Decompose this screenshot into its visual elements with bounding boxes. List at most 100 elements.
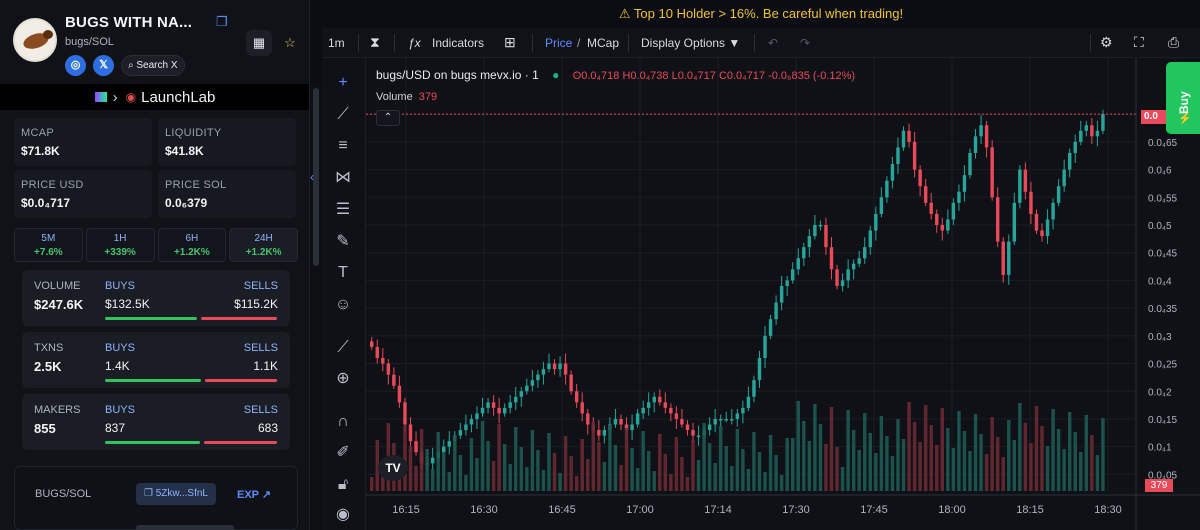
layout-grid-icon[interactable]: ⊞: [504, 34, 516, 50]
buy-button[interactable]: Buy ⚡: [1166, 62, 1200, 134]
redo-icon[interactable]: ↷: [800, 36, 811, 50]
collapse-legend-button[interactable]: ⌃: [376, 110, 400, 126]
candle-body: [752, 380, 756, 397]
lock-drawing-icon[interactable]: ✐: [336, 444, 350, 461]
volume-bar: [896, 419, 900, 491]
candle-body: [630, 424, 634, 431]
candle-body: [1101, 114, 1105, 131]
candle-body: [635, 413, 640, 425]
tradingview-logo[interactable]: TV: [378, 455, 408, 481]
volume-bar: [580, 439, 584, 491]
explorer-link[interactable]: EXP ↗: [237, 488, 271, 501]
panel-scrollbar[interactable]: [311, 84, 321, 530]
lock-icon[interactable]: 🔓︎: [337, 476, 349, 493]
interval-button[interactable]: 1m: [328, 36, 345, 50]
bug-head-graphic: [43, 30, 53, 39]
x-tick-label: 17:00: [626, 504, 654, 516]
trend-line-icon[interactable]: ⟋: [337, 106, 349, 123]
candle-body: [890, 164, 895, 181]
candle-body: [968, 152, 972, 176]
fullscreen-icon[interactable]: ⛶: [1134, 34, 1144, 50]
indicators-button[interactable]: Indicators: [432, 36, 485, 50]
candle-body: [658, 396, 662, 403]
volume-bar: [608, 425, 612, 491]
collapse-panel-icon[interactable]: ‹: [310, 170, 314, 184]
volume-bar: [818, 424, 823, 491]
sells-value: 683: [257, 421, 278, 435]
volume-bar: [863, 413, 867, 491]
pattern-icon[interactable]: ⋈: [335, 169, 351, 186]
copy-address-button[interactable]: ❐ 5Zkw...SfnL: [136, 483, 216, 505]
panel-scroll-thumb[interactable]: [313, 88, 319, 266]
price-toggle[interactable]: Price: [545, 36, 573, 50]
volume-bar: [768, 435, 773, 491]
magnet-icon[interactable]: ∩: [337, 413, 349, 430]
volume-bar: [586, 459, 590, 491]
fib-retracement-icon[interactable]: ≡: [338, 137, 348, 154]
price-chart[interactable]: 0.0₄70.0₄650.0₄60.0₄550.0₄50.0₄450.0₄40.…: [366, 58, 1200, 530]
calendar-icon[interactable]: ▦: [246, 30, 272, 56]
prediction-icon[interactable]: ☰: [335, 201, 351, 218]
copy-icon[interactable]: ❐: [216, 14, 228, 29]
brush-icon[interactable]: ✎: [336, 233, 350, 250]
crosshair-icon[interactable]: +: [338, 74, 348, 91]
volume-bar: [1029, 443, 1033, 491]
liquidity-value: $41.8K: [165, 144, 204, 158]
volume-bar: [613, 445, 618, 491]
volume-bar: [907, 402, 911, 491]
candle-body: [779, 285, 784, 303]
volume-bar: [1051, 409, 1055, 491]
text-tool-icon[interactable]: T: [338, 264, 348, 281]
tab-1h[interactable]: 1H +339%: [85, 228, 155, 262]
volume-bar: [979, 434, 983, 491]
candle-type-icon[interactable]: ⧗: [370, 34, 380, 50]
star-icon[interactable]: ☆: [284, 35, 296, 50]
tab-5m[interactable]: 5M +7.6%: [14, 228, 83, 262]
launchpad-breadcrumb[interactable]: › ◉ LaunchLab: [0, 84, 309, 110]
volume-bar: [1012, 440, 1017, 491]
candle-body: [851, 263, 856, 270]
volume-row: VOLUME $247.6K BUYS $132.5K SELLS $115.2…: [22, 270, 290, 326]
candle-body: [430, 457, 435, 464]
sells-label: SELLS: [243, 280, 278, 292]
divider: [532, 34, 533, 52]
candle-body: [1062, 169, 1066, 187]
eye-icon[interactable]: ◉: [336, 506, 350, 523]
globe-icon[interactable]: ◎: [65, 55, 86, 76]
x-twitter-icon[interactable]: 𝕏: [93, 55, 114, 76]
volume-bar: [752, 432, 756, 491]
undo-icon[interactable]: ↶: [768, 36, 779, 50]
candle-body: [624, 424, 629, 431]
tab-6h[interactable]: 6H +1.2K%: [157, 228, 227, 262]
indicators-icon[interactable]: ƒx: [408, 36, 421, 50]
tab-24h[interactable]: 24H +1.2K%: [229, 228, 298, 262]
ruler-icon[interactable]: ⟋: [337, 339, 349, 356]
volume-bar: [1090, 435, 1094, 491]
volume-bar: [696, 460, 701, 491]
mcap-toggle[interactable]: MCap: [587, 36, 620, 50]
y-tick-label: 0.0₄05: [1148, 470, 1178, 481]
display-options-button[interactable]: Display Options ▼: [641, 36, 740, 50]
emoji-icon[interactable]: ☺: [334, 296, 352, 313]
volume-bar: [652, 471, 656, 491]
candle-body: [757, 358, 762, 381]
screenshot-camera-icon[interactable]: ⎙: [1168, 34, 1180, 50]
warning-text: Top 10 Holder > 16%. Be careful when tra…: [633, 6, 904, 21]
settings-gear-icon[interactable]: ⚙: [1100, 34, 1113, 50]
candle-body: [857, 258, 861, 264]
candle-body: [918, 169, 922, 187]
sells-label: SELLS: [243, 342, 278, 354]
volume-bar: [946, 428, 950, 491]
volume-bar: [940, 408, 945, 491]
divider: [754, 34, 755, 52]
candle-body: [669, 407, 673, 414]
zoom-in-icon[interactable]: ⊕: [336, 370, 350, 387]
candle-body: [735, 413, 740, 419]
volume-bar: [635, 468, 640, 491]
volume-bar: [779, 475, 784, 491]
volume-bar: [1007, 420, 1011, 491]
candlestick-chart-svg[interactable]: 0.0₄70.0₄650.0₄60.0₄550.0₄50.0₄450.0₄40.…: [366, 58, 1200, 530]
volume-bar: [691, 440, 695, 491]
search-x-button[interactable]: ⌕ Search X: [121, 55, 185, 76]
